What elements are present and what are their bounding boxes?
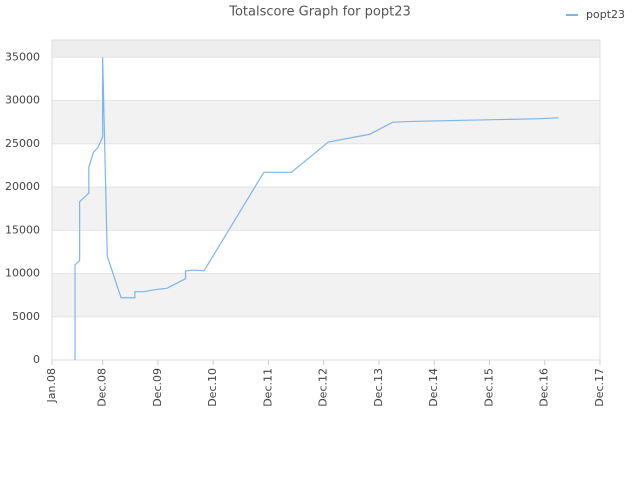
chart-title: Totalscore Graph for popt23 [228, 5, 411, 20]
grid-band [52, 187, 600, 231]
x-tick-label: Dec.08 [96, 368, 109, 407]
x-tick-label: Dec.14 [427, 368, 440, 407]
x-tick-label: Jan.08 [45, 368, 58, 403]
plot-border [51, 39, 601, 361]
x-tick-label: Dec.10 [206, 368, 219, 407]
y-tick-label: 15000 [5, 223, 40, 236]
x-tick-label: Dec.09 [151, 368, 164, 407]
y-tick-label: 20000 [5, 180, 40, 193]
y-tick-label: 10000 [5, 267, 40, 280]
line [74, 57, 559, 360]
x-tick-label: Dec.15 [482, 368, 495, 407]
x-tick-label: Dec.12 [317, 368, 330, 407]
x-tick-label: Dec.11 [261, 368, 274, 407]
grid-band [52, 40, 600, 58]
y-tick-label: 25000 [5, 137, 40, 150]
y-tick-label: 0 [33, 353, 40, 366]
x-tick-label: Dec.16 [538, 368, 551, 407]
y-tick-label: 35000 [5, 50, 40, 63]
grid-band [52, 273, 600, 317]
grid-band [52, 100, 600, 144]
x-tick-label: Dec.13 [372, 368, 385, 407]
legend-label: popt23 [586, 8, 625, 21]
x-tick-label: Dec.17 [593, 368, 606, 407]
y-tick-label: 5000 [12, 310, 40, 323]
y-tick-label: 30000 [5, 94, 40, 107]
